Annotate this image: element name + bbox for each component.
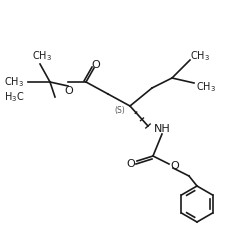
Text: H$_3$C: H$_3$C [4,90,24,103]
Text: CH$_3$: CH$_3$ [189,49,209,63]
Text: O: O [64,86,73,96]
Text: (S): (S) [114,106,125,115]
Text: CH$_3$: CH$_3$ [4,75,24,88]
Text: O: O [91,60,100,70]
Text: O: O [126,158,135,168]
Text: O: O [170,160,179,170]
Text: CH$_3$: CH$_3$ [32,49,52,63]
Text: CH$_3$: CH$_3$ [195,80,215,94]
Text: NH: NH [153,123,170,134]
